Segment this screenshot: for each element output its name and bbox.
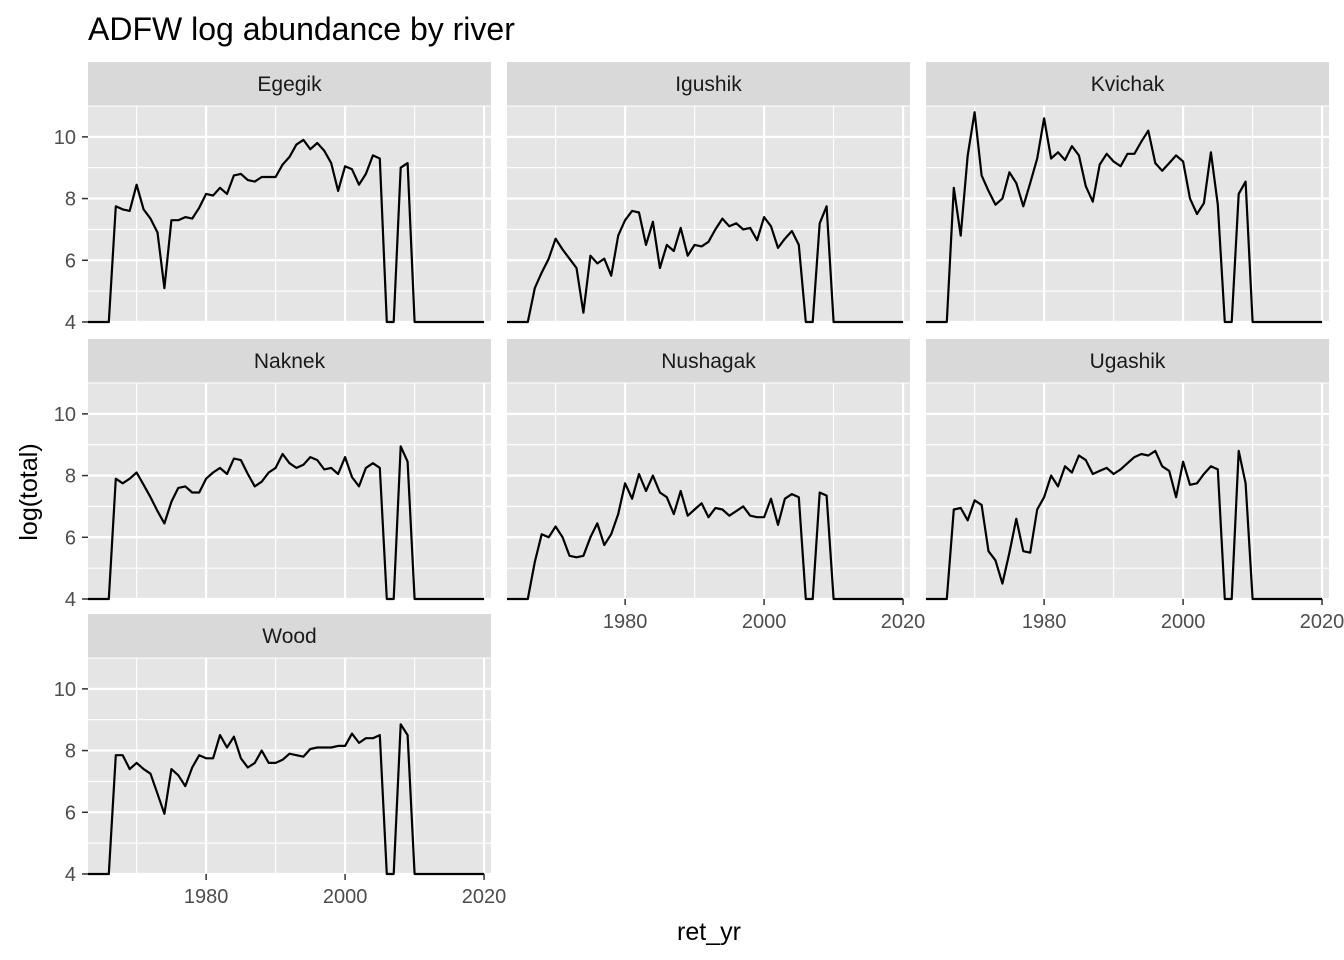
panel-background (926, 106, 1329, 322)
y-tick-label: 6 (65, 527, 76, 549)
panel-background (926, 383, 1329, 599)
facet-strip-label: Kvichak (1091, 73, 1165, 96)
x-axis-title: ret_yr (677, 918, 741, 946)
y-tick-label: 8 (65, 189, 76, 211)
y-tick-label: 4 (65, 312, 76, 334)
facet-strip-label: Ugashik (1090, 350, 1166, 373)
x-tick-label: 1980 (603, 611, 648, 633)
panel-background (88, 658, 491, 874)
facet-strip-label: Egegik (257, 73, 322, 96)
y-tick-label: 10 (54, 127, 76, 149)
facet-panel-igushik: Igushik (507, 62, 910, 324)
series-line-ugashik (926, 449, 1323, 601)
y-tick-label: 10 (54, 404, 76, 426)
facet-strip-label: Wood (262, 625, 316, 648)
facet-panel-ugashik: Ugashik 1980 2000 2020 (926, 339, 1344, 633)
y-axis-title: log(total) (15, 443, 43, 540)
y-tick-label: 8 (65, 741, 76, 763)
facet-panel-naknek: Naknek 4 6 8 10 (54, 339, 491, 611)
series-line-wood (88, 723, 485, 876)
facet-panel-egegik: Egegik 4 6 8 10 (54, 62, 491, 334)
facet-strip-label: Nushagak (661, 350, 756, 373)
y-tick-label: 4 (65, 589, 76, 611)
facet-strip-label: Naknek (254, 350, 326, 373)
facet-strip (926, 62, 1329, 106)
facet-strip (88, 614, 491, 658)
facet-panel-kvichak: Kvichak (926, 62, 1329, 324)
facet-strip (507, 62, 910, 106)
series-line-igushik (507, 205, 904, 324)
facet-panels: Egegik 4 6 8 10 Igushik Kvichak Naknek 4 6 8 10 Nush… (54, 62, 1344, 908)
y-tick-label: 10 (54, 679, 76, 701)
series-line-kvichak (926, 111, 1323, 324)
panel-background (88, 383, 491, 599)
facet-strip (926, 339, 1329, 383)
panel-background (88, 106, 491, 322)
x-tick-label: 2000 (323, 886, 368, 908)
facet-panel-nushagak: Nushagak 1980 2000 2020 (507, 339, 925, 633)
y-tick-label: 4 (65, 864, 76, 886)
series-line-naknek (88, 445, 485, 601)
x-tick-label: 2020 (881, 611, 926, 633)
chart-title: ADFW log abundance by river (88, 11, 515, 47)
x-tick-label: 2000 (1161, 611, 1206, 633)
facet-strip (507, 339, 910, 383)
y-tick-label: 8 (65, 466, 76, 488)
x-tick-label: 2020 (1300, 611, 1344, 633)
x-tick-label: 2000 (742, 611, 787, 633)
series-line-nushagak (507, 472, 904, 601)
y-tick-label: 6 (65, 250, 76, 272)
facet-panel-wood: Wood 4 6 8 10 1980 2000 2020 (54, 614, 507, 908)
panel-background (507, 106, 910, 322)
x-tick-label: 1980 (184, 886, 229, 908)
panel-background (507, 383, 910, 599)
facet-strip-label: Igushik (675, 73, 742, 96)
x-tick-label: 1980 (1022, 611, 1067, 633)
x-tick-label: 2020 (462, 886, 507, 908)
series-line-egegik (88, 138, 485, 324)
y-tick-label: 6 (65, 802, 76, 824)
facet-strip (88, 339, 491, 383)
facet-strip (88, 62, 491, 106)
